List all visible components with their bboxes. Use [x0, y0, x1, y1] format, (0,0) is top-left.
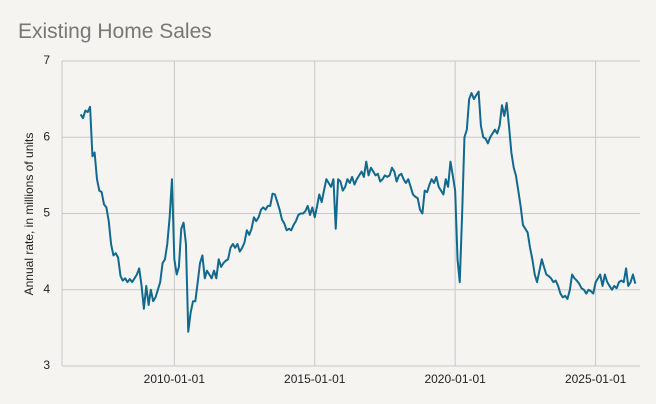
chart-title: Existing Home Sales [18, 20, 212, 43]
y-tick-label: 5 [43, 206, 50, 220]
data-line [79, 90, 637, 333]
y-tick-label: 6 [43, 129, 50, 143]
x-tick-label: 2025-01-01 [565, 372, 627, 386]
y-tick-label: 7 [43, 53, 50, 67]
x-tick-label: 2020-01-01 [424, 372, 486, 386]
x-tick-label: 2010-01-01 [144, 372, 206, 386]
y-axis-label: Annual rate, in millions of units [22, 133, 36, 296]
y-tick-label: 4 [43, 282, 50, 296]
x-tick-label: 2015-01-01 [284, 372, 346, 386]
y-tick-label: 3 [43, 358, 50, 372]
